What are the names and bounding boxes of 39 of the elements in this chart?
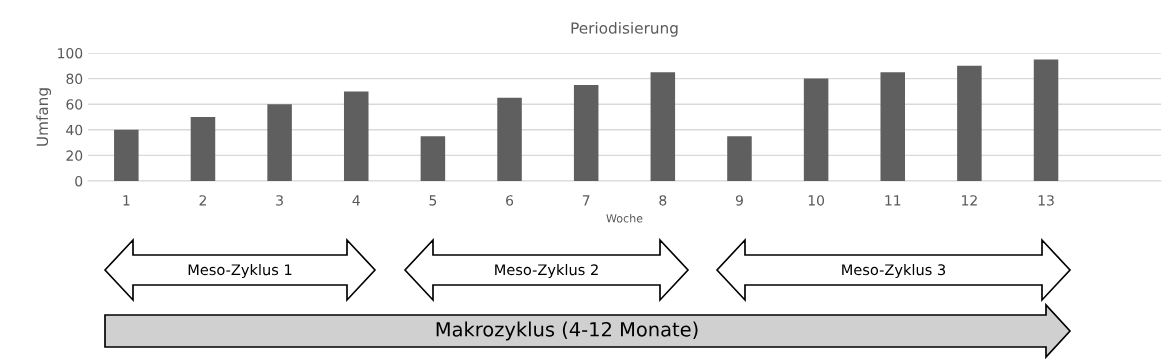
- bar: [803, 78, 829, 181]
- x-tick-label: 2: [199, 195, 206, 206]
- x-tick-label: 6: [506, 195, 514, 206]
- y-axis-title: Umfang: [36, 88, 52, 146]
- bar: [267, 104, 292, 181]
- x-tick-label: 10: [808, 195, 825, 206]
- y-tick-label: 100: [58, 47, 83, 59]
- bar: [880, 72, 906, 181]
- bar: [573, 85, 599, 181]
- x-tick-label: 8: [659, 195, 667, 206]
- y-tick-label: 20: [66, 150, 83, 161]
- bar: [420, 136, 446, 181]
- text: Meso-Zyklus 3: [842, 263, 946, 279]
- x-tick-label: 4: [352, 195, 360, 206]
- y-tick-label: 80: [66, 73, 83, 85]
- bar: [190, 117, 216, 181]
- x-tick-label: 7: [582, 195, 590, 206]
- y-tick-label: 0: [75, 175, 83, 187]
- x-axis-title: Woche: [606, 213, 643, 223]
- x-tick-label: 3: [276, 195, 283, 206]
- bar: [727, 136, 752, 181]
- y-tick-label: 40: [66, 124, 83, 136]
- text: Makrozyklus (4-12 Monate): [436, 321, 698, 341]
- x-tick-label: 5: [429, 195, 437, 206]
- bar: [343, 91, 369, 181]
- chart-title: Periodisierung: [571, 21, 678, 37]
- x-tick-label: 9: [735, 195, 743, 206]
- bar: [497, 97, 522, 181]
- x-tick-label: 13: [1038, 195, 1054, 206]
- bar: [650, 72, 676, 181]
- x-tick-label: 12: [962, 195, 977, 206]
- text: Meso-Zyklus 1: [188, 263, 292, 279]
- x-tick-label: 1: [123, 195, 130, 206]
- text: Meso-Zyklus 2: [495, 263, 598, 279]
- y-tick-label: 60: [66, 99, 83, 110]
- bar: [114, 129, 139, 181]
- bar: [1033, 59, 1059, 181]
- x-tick-label: 11: [885, 195, 901, 206]
- bar: [957, 65, 982, 181]
